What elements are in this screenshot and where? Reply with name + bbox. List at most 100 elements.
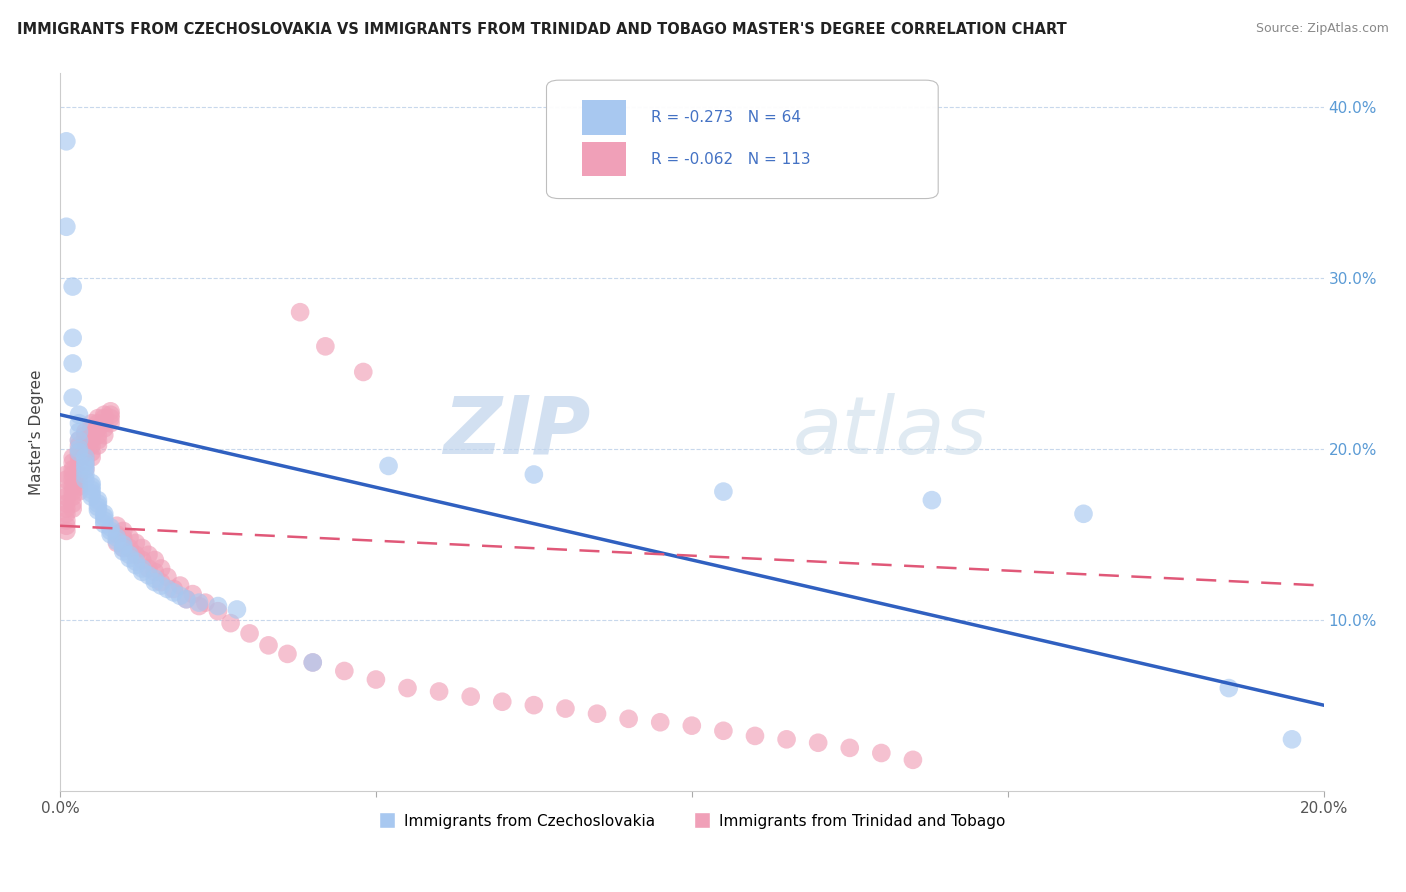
Point (921, 493, 943, 508)
Point (62, 331, 84, 345)
Point (62, 484, 84, 499)
Point (62, 467, 84, 482)
Point (112, 537, 135, 551)
Legend: Immigrants from Czechoslovakia, Immigrants from Trinidad and Tobago: Immigrants from Czechoslovakia, Immigran… (371, 807, 1012, 835)
Point (112, 524, 135, 538)
Point (257, 638, 280, 652)
Point (207, 599, 229, 613)
Point (67, 445, 90, 459)
Point (62, 462, 84, 476)
Point (118, 541, 141, 555)
Point (125, 548, 148, 562)
Point (100, 520, 122, 534)
Point (67, 425, 90, 439)
Text: Source: ZipAtlas.com: Source: ZipAtlas.com (1256, 22, 1389, 36)
Point (301, 656, 323, 670)
Point (163, 585, 186, 599)
Point (62, 456, 84, 470)
Point (93, 510, 115, 524)
Point (427, 684, 450, 698)
Point (105, 534, 128, 549)
Text: R = -0.273   N = 64: R = -0.273 N = 64 (651, 110, 801, 125)
Point (93, 507, 115, 521)
Point (80, 421, 103, 435)
Point (194, 596, 217, 610)
Point (105, 518, 128, 533)
Point (55, 501, 77, 516)
Point (143, 553, 166, 567)
FancyBboxPatch shape (582, 100, 626, 135)
Point (80, 438, 103, 452)
Point (93, 428, 115, 442)
Point (75, 456, 97, 470)
Point (67, 473, 90, 487)
Point (87, 428, 110, 442)
Point (87, 493, 110, 508)
Point (55, 134, 77, 148)
Point (100, 524, 122, 538)
Point (75, 434, 97, 448)
Point (80, 479, 103, 493)
Point (93, 421, 115, 435)
Point (396, 681, 419, 695)
Point (226, 602, 249, 616)
Point (105, 536, 128, 550)
Point (93, 416, 115, 430)
Point (125, 536, 148, 550)
Point (838, 740, 860, 755)
Point (523, 698, 546, 713)
Y-axis label: Master's Degree: Master's Degree (30, 369, 44, 494)
Point (807, 736, 830, 750)
Point (62, 279, 84, 293)
Point (75, 445, 97, 459)
Point (288, 305, 311, 319)
Point (75, 458, 97, 473)
Point (112, 544, 135, 558)
Point (75, 438, 97, 452)
Point (523, 467, 546, 482)
Point (131, 553, 153, 567)
Point (744, 729, 766, 743)
Point (100, 411, 122, 425)
Point (100, 416, 122, 430)
Point (100, 408, 122, 422)
Point (75, 425, 97, 439)
Point (681, 719, 703, 733)
Point (62, 490, 84, 504)
Point (55, 490, 77, 504)
Point (118, 551, 141, 566)
Point (67, 445, 90, 459)
Point (713, 484, 735, 499)
Point (460, 690, 482, 704)
Point (93, 514, 115, 528)
Point (188, 599, 211, 613)
Point (112, 531, 135, 545)
Point (1073, 507, 1095, 521)
Point (55, 484, 77, 499)
Point (314, 339, 336, 353)
Point (163, 582, 186, 596)
Point (118, 531, 141, 545)
Point (80, 476, 103, 491)
Point (169, 589, 191, 603)
Point (219, 616, 242, 631)
Point (80, 483, 103, 497)
Point (75, 450, 97, 465)
Point (301, 656, 323, 670)
Point (93, 408, 115, 422)
Point (80, 434, 103, 448)
Point (55, 467, 77, 482)
Point (55, 514, 77, 528)
Point (55, 507, 77, 521)
Point (112, 541, 135, 555)
Point (143, 565, 166, 579)
Point (80, 490, 103, 504)
Point (87, 497, 110, 511)
Point (62, 473, 84, 487)
Point (138, 561, 160, 575)
Text: atlas: atlas (793, 392, 987, 471)
Point (364, 673, 387, 687)
Point (62, 356, 84, 370)
Point (131, 561, 153, 575)
Point (67, 484, 90, 499)
